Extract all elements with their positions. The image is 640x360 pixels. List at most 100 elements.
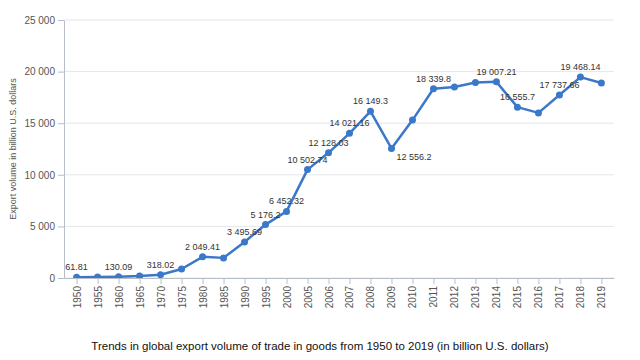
marker <box>94 274 101 278</box>
x-tick: 1975 <box>177 278 188 308</box>
x-tick-mark <box>224 278 225 284</box>
y-tick: 20 000 <box>24 66 64 77</box>
data-label: 19 468.14 <box>560 62 600 72</box>
data-label: 12 556.2 <box>396 152 431 162</box>
x-tick-mark <box>601 278 602 284</box>
y-tick: 25 000 <box>24 15 64 26</box>
data-label: 16 149.3 <box>353 96 388 106</box>
data-label: 14 021.16 <box>329 118 369 128</box>
plot: 0 5 000 10 000 15 000 20 000 25 000 1950 1955 19… <box>24 15 614 309</box>
grid-line <box>64 71 614 72</box>
marker <box>220 254 227 261</box>
x-tick-mark <box>119 278 120 284</box>
y-tick-mark <box>58 278 64 279</box>
grid-line <box>64 174 614 175</box>
x-tick-label: 2011 <box>428 286 439 308</box>
x-tick-mark <box>559 278 560 284</box>
marker <box>304 166 311 173</box>
x-tick: 2014 <box>491 278 502 308</box>
x-tick-label: 1985 <box>219 286 230 309</box>
x-tick-label: 2000 <box>282 286 293 309</box>
x-tick-mark <box>349 278 350 284</box>
y-tick: 5 000 <box>30 221 64 232</box>
x-tick-mark <box>329 278 330 284</box>
marker <box>514 104 521 111</box>
x-tick: 2015 <box>512 278 523 308</box>
x-tick-mark <box>433 278 434 284</box>
marker <box>535 109 542 116</box>
x-tick-label: 2007 <box>344 286 355 309</box>
x-tick-mark <box>140 278 141 284</box>
x-tick-mark <box>538 278 539 284</box>
x-tick: 2018 <box>575 278 586 308</box>
data-label: 2 049.41 <box>185 242 220 252</box>
x-tick: 2006 <box>324 278 335 308</box>
x-tick-mark <box>182 278 183 284</box>
data-label: 3 495.69 <box>227 227 262 237</box>
marker <box>388 145 395 152</box>
x-tick-mark <box>370 278 371 284</box>
y-tick-mark <box>58 226 64 227</box>
x-tick: 1990 <box>240 278 251 308</box>
y-tick: 15 000 <box>24 118 64 129</box>
x-tick-label: 1960 <box>114 286 125 309</box>
x-tick-mark <box>161 278 162 284</box>
grid <box>64 20 614 278</box>
x-tick-mark <box>496 278 497 284</box>
x-tick-mark <box>203 278 204 284</box>
y-tick: 10 000 <box>24 170 64 181</box>
x-tick: 1965 <box>135 278 146 308</box>
x-tick: 2013 <box>470 278 481 308</box>
marker <box>157 271 164 278</box>
y-tick-label: 0 <box>49 273 55 284</box>
data-label: 318.02 <box>147 260 175 270</box>
x-tick-mark <box>77 278 78 284</box>
x-tick: 1960 <box>114 278 125 308</box>
grid-line <box>64 278 614 279</box>
x-axis-line <box>65 278 615 279</box>
x-tick: 2007 <box>344 278 355 308</box>
x-tick-label: 1975 <box>177 286 188 309</box>
x-tick: 2019 <box>596 278 607 308</box>
y-tick-mark <box>58 175 64 176</box>
x-tick-label: 2010 <box>407 286 418 309</box>
y-tick-mark <box>58 20 64 21</box>
series <box>73 74 605 278</box>
x-tick: 1980 <box>198 278 209 308</box>
y-tick: 0 <box>49 273 64 284</box>
x-tick-label: 2012 <box>449 286 460 309</box>
marker <box>598 79 605 86</box>
marker <box>430 85 437 92</box>
chart: 0 5 000 10 000 15 000 20 000 25 000 1950 1955 19… <box>0 0 640 360</box>
x-tick-label: 1955 <box>93 286 104 309</box>
x-tick-mark <box>391 278 392 284</box>
x-tick-label: 2019 <box>596 286 607 309</box>
data-label: 18 339.8 <box>416 74 451 84</box>
x-tick: 2000 <box>282 278 293 308</box>
x-tick-mark <box>287 278 288 284</box>
y-axis-title: Export volume in billion U.S. dollars <box>8 78 18 220</box>
data-label: 12 128.03 <box>308 138 348 148</box>
marker <box>199 253 206 260</box>
marker <box>409 117 416 124</box>
x-tick: 1970 <box>156 278 167 308</box>
y-tick-label: 10 000 <box>24 170 55 181</box>
x-tick-mark <box>266 278 267 284</box>
x-tick-mark <box>475 278 476 284</box>
x-tick-label: 1965 <box>135 286 146 309</box>
x-tick: 1985 <box>219 278 230 308</box>
x-tick-mark <box>412 278 413 284</box>
x-tick-label: 2008 <box>365 286 376 309</box>
x-tick: 2009 <box>386 278 397 308</box>
y-tick-label: 20 000 <box>24 66 55 77</box>
x-tick: 1950 <box>72 278 83 308</box>
x-tick-label: 1970 <box>156 286 167 309</box>
marker <box>493 78 500 85</box>
x-tick-mark <box>454 278 455 284</box>
marker <box>178 265 185 272</box>
x-tick: 2005 <box>303 278 314 308</box>
data-label: 16 555.7 <box>500 92 535 102</box>
y-tick-mark <box>58 72 64 73</box>
x-axis: 1950195519601965197019751980198519901995… <box>65 278 615 308</box>
x-tick-label: 2016 <box>533 286 544 309</box>
